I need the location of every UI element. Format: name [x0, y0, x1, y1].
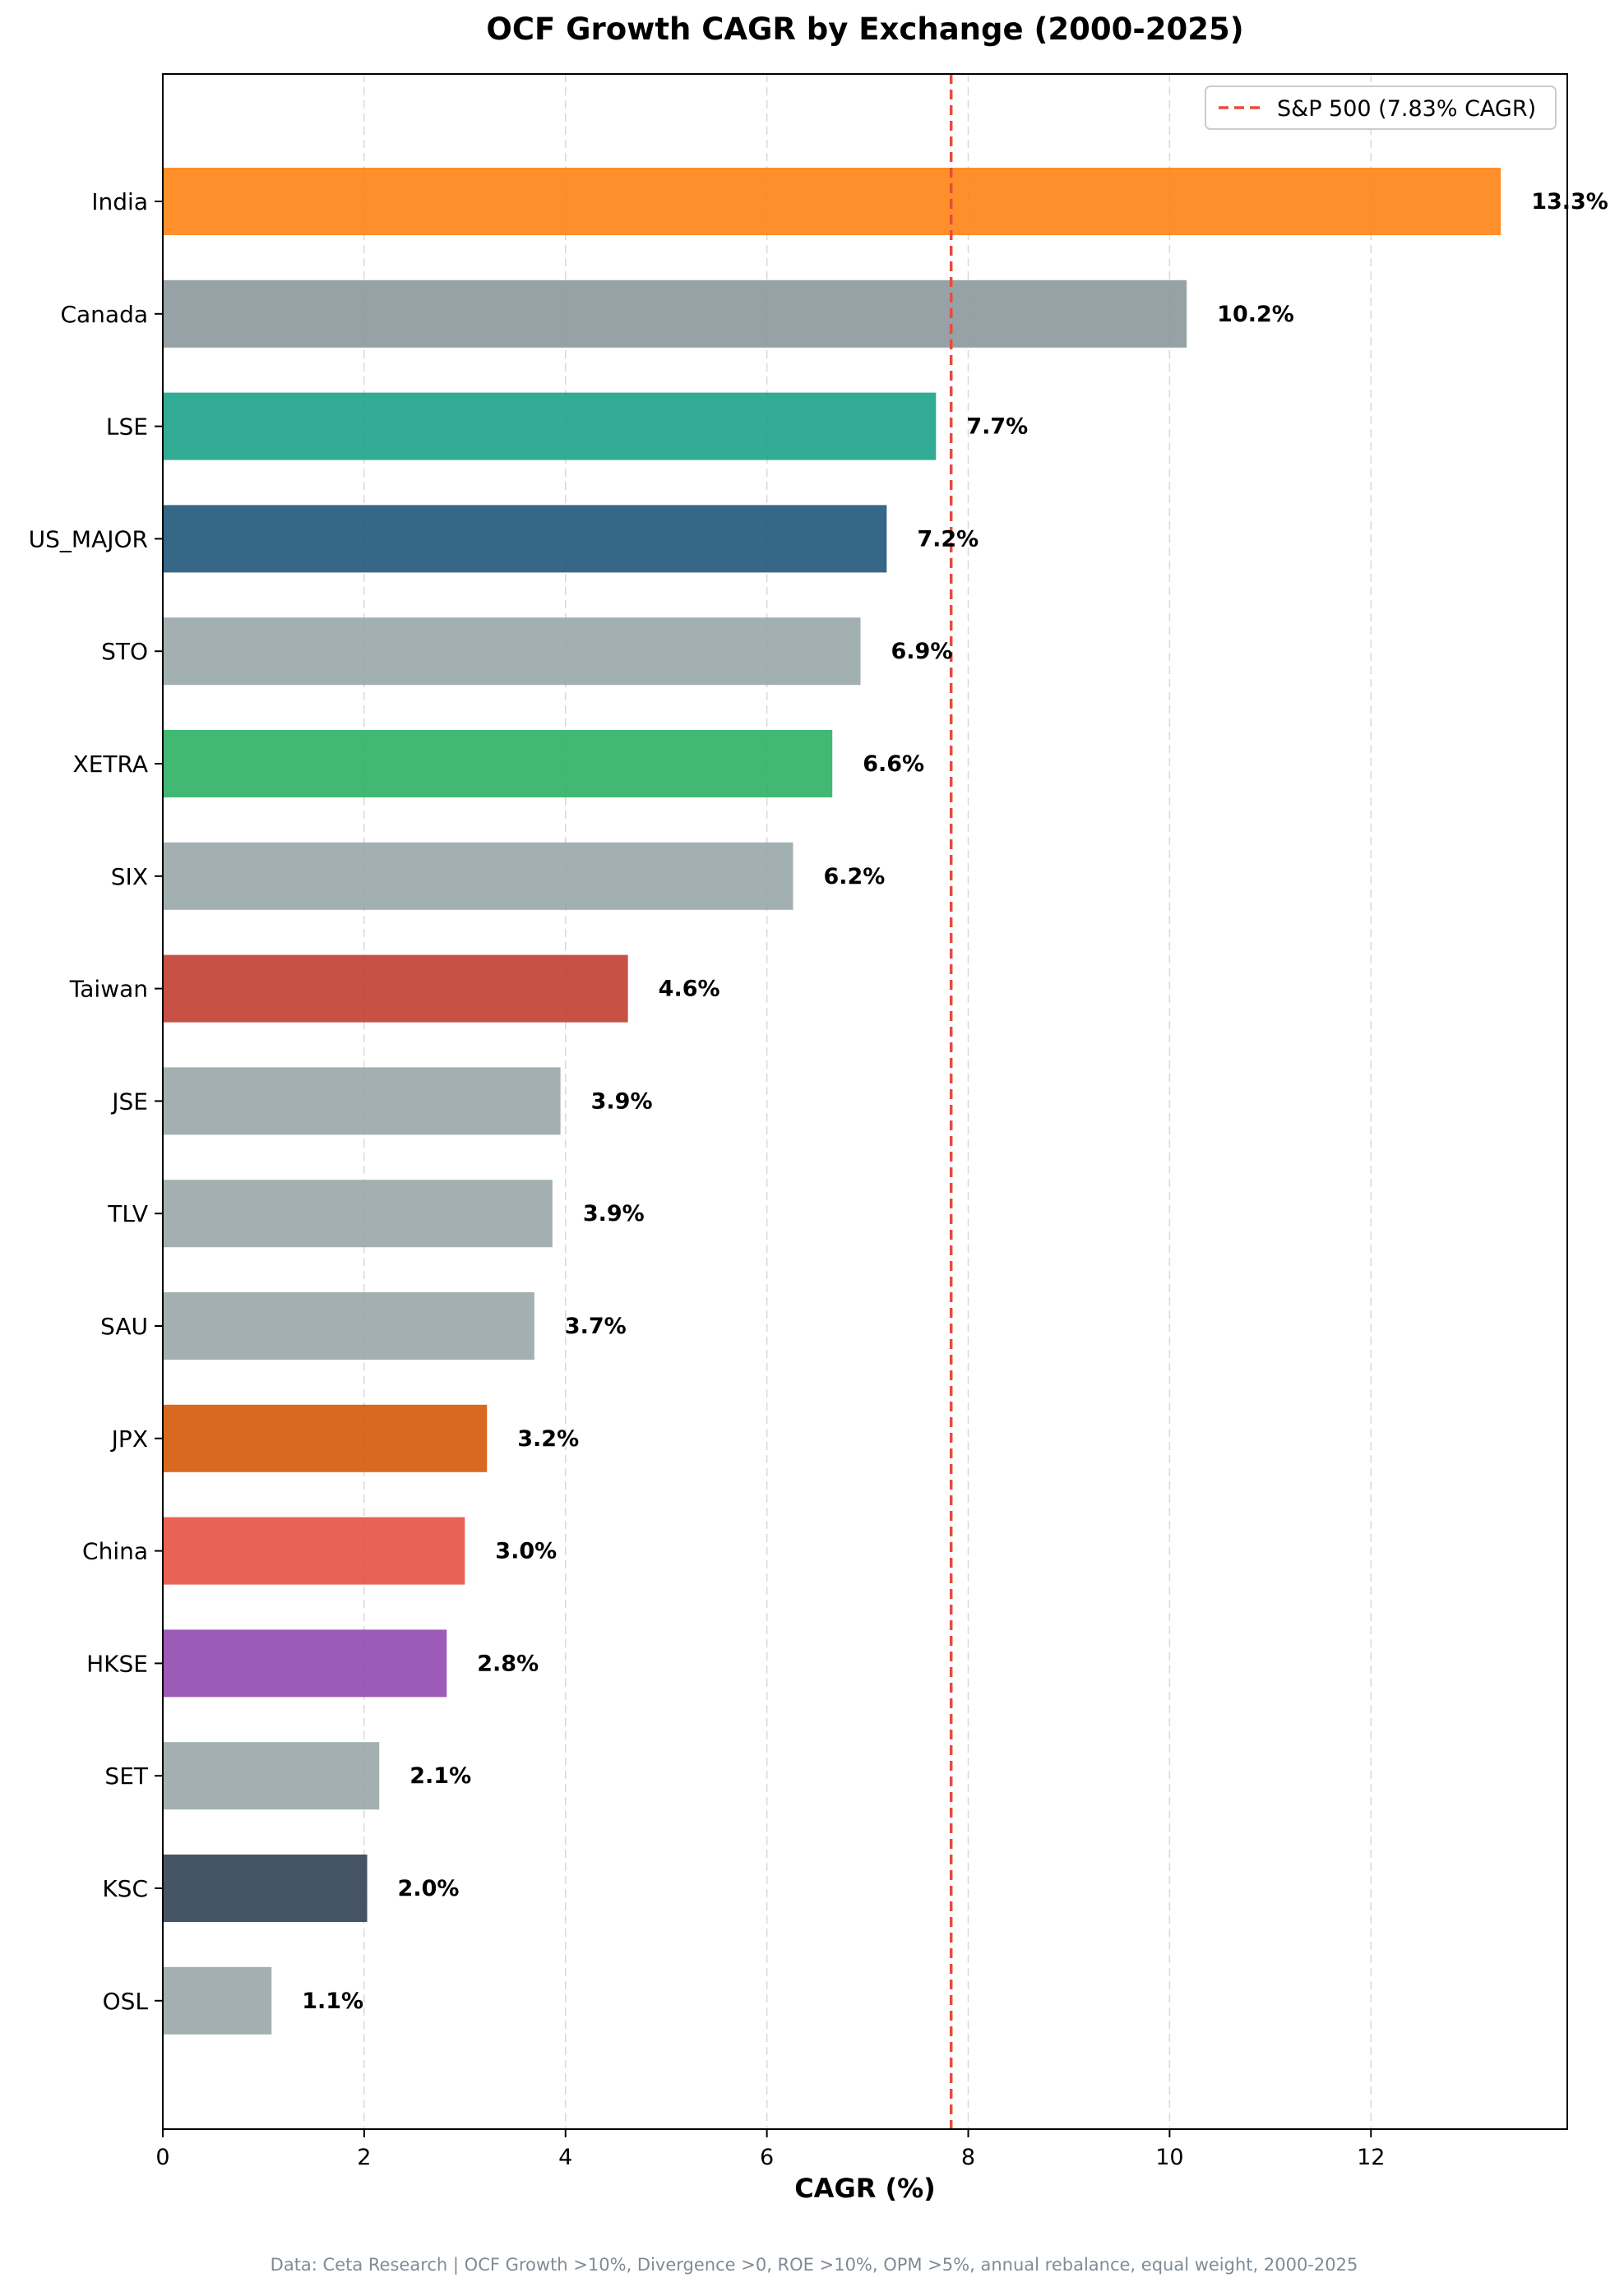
y-tick-label: JSE — [110, 1088, 148, 1115]
y-tick-label: KSC — [102, 1875, 148, 1902]
value-label: 1.1% — [302, 1989, 363, 2014]
bar-us-major — [163, 505, 887, 573]
y-tick-label: XETRA — [73, 751, 148, 778]
value-label: 13.3% — [1531, 189, 1608, 215]
chart-title: OCF Growth CAGR by Exchange (2000-2025) — [486, 12, 1243, 47]
bar-six — [163, 842, 793, 910]
y-tick-label: HKSE — [86, 1650, 148, 1677]
x-axis-label: CAGR (%) — [794, 2173, 936, 2204]
y-tick-label: China — [82, 1538, 148, 1565]
value-labels: 13.3% 10.2% 7.7% 7.2% 6.9% 6.6% 6.2% 4.6% 3.9% 3.… — [302, 189, 1608, 2014]
x-tick-label: 4 — [558, 2145, 572, 2170]
bar-hkse — [163, 1629, 447, 1698]
bar-canada — [163, 279, 1187, 348]
footnote: Data: Ceta Research | OCF Growth >10%, D… — [271, 2255, 1358, 2275]
bar-set — [163, 1742, 380, 1810]
plot-frame — [162, 73, 1568, 2130]
bar-sto — [163, 617, 861, 686]
y-tick-label: JPX — [110, 1425, 148, 1453]
bar-sau — [163, 1292, 534, 1360]
value-label: 3.2% — [517, 1426, 579, 1452]
value-label: 3.0% — [495, 1539, 557, 1564]
x-tick-label: 2 — [357, 2145, 371, 2170]
legend: S&P 500 (7.83% CAGR) — [1205, 85, 1557, 130]
bar-xetra — [163, 730, 833, 797]
legend-label: S&P 500 (7.83% CAGR) — [1277, 96, 1536, 122]
x-tick-label: 6 — [760, 2145, 774, 2170]
value-label: 2.1% — [409, 1763, 471, 1789]
value-label: 2.0% — [398, 1876, 460, 1901]
legend-box — [1205, 85, 1557, 130]
y-tick-label: TLV — [107, 1200, 148, 1227]
x-tick-label: 8 — [961, 2145, 975, 2170]
y-tick-label: Canada — [60, 301, 148, 328]
bar-ksc — [163, 1855, 368, 1922]
value-label: 7.2% — [917, 526, 979, 552]
bar-tlv — [163, 1180, 553, 1248]
value-label: 3.9% — [591, 1088, 653, 1114]
y-tick-label: Taiwan — [69, 976, 148, 1003]
y-tick-label: SIX — [111, 863, 148, 890]
value-label: 2.8% — [477, 1651, 539, 1676]
bars — [163, 168, 1501, 2035]
value-label: 10.2% — [1217, 302, 1294, 327]
y-tick-label: STO — [101, 638, 148, 665]
bar-lse — [163, 392, 937, 460]
value-label: 6.6% — [863, 751, 924, 777]
value-label: 6.2% — [823, 864, 885, 889]
bar-jse — [163, 1067, 561, 1135]
y-tick-label: OSL — [103, 1988, 149, 2015]
y-tick-label: SAU — [100, 1313, 148, 1340]
y-tick-label: US_MAJOR — [29, 525, 148, 552]
y-tick-label: India — [91, 188, 148, 215]
axes: 0 2 4 6 8 10 12 India Canada LSE US_MAJOR STO XETRA S… — [29, 188, 1386, 2170]
value-label: 4.6% — [659, 977, 720, 1002]
bar-jpx — [163, 1404, 488, 1472]
value-label: 3.9% — [583, 1201, 645, 1227]
x-tick-label: 12 — [1357, 2145, 1385, 2170]
bar-india — [163, 168, 1501, 235]
value-label: 7.7% — [966, 414, 1028, 440]
bar-taiwan — [163, 954, 628, 1023]
value-label: 3.7% — [565, 1314, 627, 1339]
x-tick-label: 10 — [1155, 2145, 1183, 2170]
y-tick-label: LSE — [106, 413, 148, 441]
y-tick-label: SET — [104, 1762, 148, 1790]
value-label: 6.9% — [891, 639, 952, 664]
bar-china — [163, 1517, 465, 1585]
bar-osl — [163, 1966, 272, 2035]
x-tick-label: 0 — [155, 2145, 169, 2170]
